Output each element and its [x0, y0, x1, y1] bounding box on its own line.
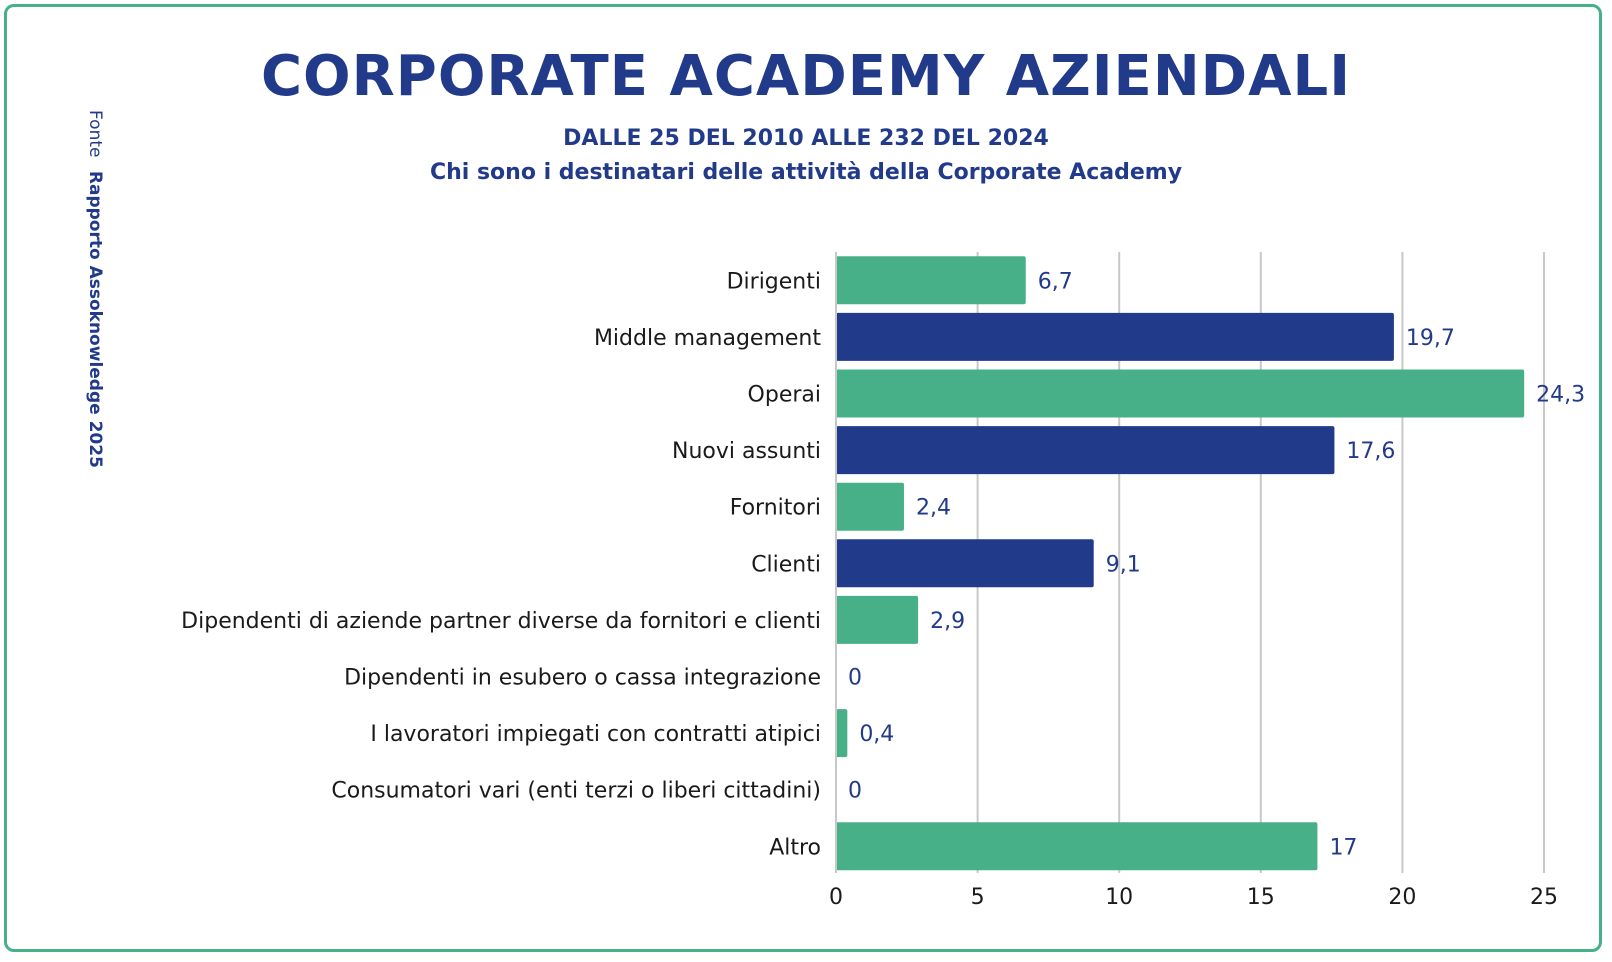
bar-1: [836, 312, 1394, 361]
category-label-5: Clienti: [751, 552, 821, 577]
chart-subtitle-question: Chi sono i destinatari delle attività de…: [429, 160, 1183, 185]
x-tick-label-0: 0: [829, 885, 843, 910]
category-label-7: Dipendenti in esubero o cassa integrazio…: [344, 666, 821, 691]
bar-4: [836, 482, 904, 531]
value-label-4: 2,4: [916, 496, 951, 521]
x-tick-label-5: 5: [971, 885, 985, 910]
category-label-8: I lavoratori impiegati con contratti ati…: [370, 722, 821, 747]
category-label-10: Altro: [769, 835, 821, 860]
value-label-2: 24,3: [1536, 383, 1585, 408]
x-tick-label-25: 25: [1530, 885, 1558, 910]
value-label-7: 0: [848, 666, 862, 691]
value-label-9: 0: [848, 779, 862, 804]
value-label-8: 0,4: [859, 722, 894, 747]
category-label-6: Dipendenti di aziende partner diverse da…: [181, 609, 821, 634]
bar-2: [836, 369, 1525, 418]
value-label-3: 17,6: [1346, 439, 1395, 464]
chart-frame: [4, 4, 1602, 952]
category-label-4: Fornitori: [730, 496, 821, 521]
category-label-0: Dirigenti: [727, 269, 821, 294]
category-label-2: Operai: [748, 383, 821, 408]
bar-10: [836, 822, 1318, 871]
x-tick-label-20: 20: [1388, 885, 1416, 910]
value-label-0: 6,7: [1038, 269, 1073, 294]
bar-6: [836, 595, 919, 644]
source-note: Fonte Rapporto Assoknowledge 2025: [85, 110, 105, 468]
category-label-1: Middle management: [594, 326, 821, 351]
source-value: Rapporto Assoknowledge 2025: [85, 170, 105, 468]
source-label: Fonte: [85, 110, 105, 158]
value-label-6: 2,9: [930, 609, 965, 634]
x-tick-label-10: 10: [1105, 885, 1133, 910]
chart-subtitle-period: DALLE 25 DEL 2010 ALLE 232 DEL 2024: [563, 126, 1049, 151]
value-label-10: 17: [1329, 835, 1357, 860]
value-label-5: 9,1: [1106, 552, 1141, 577]
category-label-3: Nuovi assunti: [672, 439, 821, 464]
chart-title: CORPORATE ACADEMY AZIENDALI: [260, 44, 1352, 109]
bar-5: [836, 539, 1094, 588]
category-label-9: Consumatori vari (enti terzi o liberi ci…: [331, 779, 821, 804]
bar-0: [836, 256, 1026, 305]
bar-8: [836, 709, 848, 758]
value-label-1: 19,7: [1406, 326, 1455, 351]
bar-3: [836, 426, 1335, 475]
x-tick-label-15: 15: [1247, 885, 1275, 910]
